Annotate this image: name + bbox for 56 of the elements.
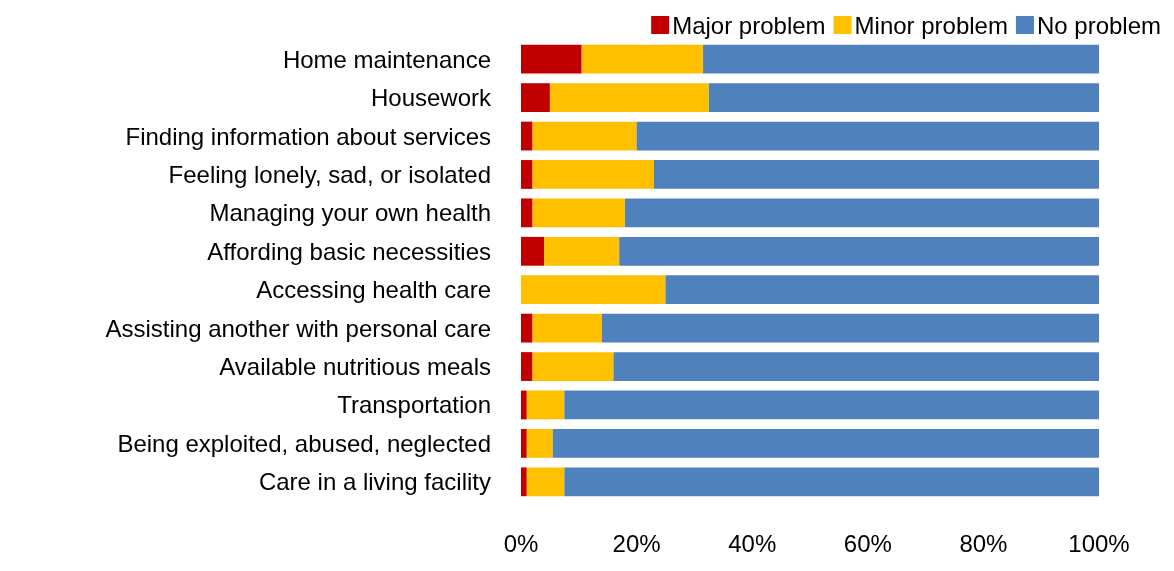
bar [521, 160, 533, 189]
bar [544, 236, 620, 266]
bar [552, 428, 1099, 458]
bar [521, 275, 666, 305]
bar [532, 121, 637, 151]
bar [619, 236, 1099, 266]
bar [532, 352, 614, 381]
x-tick-label: 60% [843, 529, 892, 557]
bar [532, 198, 626, 228]
bar [532, 160, 654, 189]
bar [625, 198, 1099, 228]
y-tick-label: Accessing health care [256, 276, 491, 304]
bar [636, 121, 1099, 151]
legend-label: Minor problem [854, 11, 1008, 39]
bar [526, 428, 553, 458]
bar [564, 390, 1099, 420]
bar [521, 313, 533, 343]
y-tick-label: Being exploited, abused, neglected [117, 429, 491, 457]
bar [564, 467, 1099, 497]
bar [703, 44, 1099, 74]
bar [521, 352, 533, 381]
bar [581, 44, 704, 74]
x-tick-label: 100% [1068, 529, 1130, 557]
y-tick-label: Finding information about services [125, 122, 491, 150]
legend-label: No problem [1036, 11, 1162, 39]
bar [521, 83, 550, 113]
x-tick-label: 40% [728, 529, 777, 557]
y-tick-label: Feeling lonely, sad, or isolated [168, 160, 491, 188]
bar [526, 467, 565, 497]
y-tick-label: Home maintenance [282, 45, 491, 73]
x-tick-label: 20% [612, 529, 661, 557]
bar [521, 390, 527, 420]
bar [521, 236, 545, 266]
bar [613, 352, 1099, 381]
y-tick-label: Care in a living facility [258, 468, 491, 496]
y-tick-label: Assisting another with personal care [105, 314, 491, 342]
bar [521, 198, 533, 228]
bar [665, 275, 1099, 305]
bar [521, 428, 527, 458]
bar [532, 313, 602, 343]
bar [708, 83, 1099, 113]
y-tick-label: Managing your own health [209, 199, 491, 227]
bar [549, 83, 709, 113]
bar [526, 390, 565, 420]
bar [653, 160, 1099, 189]
bar [521, 44, 582, 74]
x-tick-label: 0% [503, 529, 539, 557]
y-tick-label: Affording basic necessities [207, 237, 491, 265]
bar [601, 313, 1099, 343]
bar [521, 121, 533, 151]
bar [521, 467, 527, 497]
x-tick-label: 80% [959, 529, 1008, 557]
y-tick-label: Transportation [337, 391, 491, 419]
legend-label: Major problem [672, 11, 826, 39]
y-tick-label: Available nutritious meals [219, 353, 491, 381]
y-tick-label: Housework [370, 84, 492, 112]
